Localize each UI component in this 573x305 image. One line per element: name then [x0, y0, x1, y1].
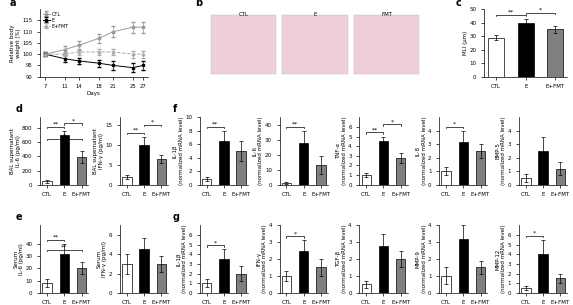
Bar: [202, 179, 211, 185]
Bar: [237, 151, 246, 185]
Text: b: b: [195, 0, 203, 8]
Bar: [316, 165, 325, 185]
Y-axis label: BAL supernatant
IL-6 (pg/ml): BAL supernatant IL-6 (pg/ml): [10, 128, 21, 174]
Bar: [379, 246, 388, 293]
Bar: [219, 259, 229, 293]
Bar: [219, 141, 229, 185]
Text: FMT: FMT: [382, 12, 393, 17]
Bar: [488, 38, 504, 77]
Bar: [122, 264, 132, 293]
Bar: [282, 183, 291, 185]
Bar: [299, 251, 308, 293]
Bar: [60, 253, 69, 293]
Text: **: **: [53, 235, 59, 239]
FancyBboxPatch shape: [354, 15, 419, 74]
Text: **: **: [292, 121, 298, 127]
Y-axis label: MLI (μm): MLI (μm): [463, 31, 468, 55]
Bar: [139, 249, 149, 293]
Y-axis label: TGF-β
(normalized mRNA level): TGF-β (normalized mRNA level): [336, 225, 347, 293]
Bar: [237, 274, 246, 293]
Bar: [60, 135, 69, 185]
Y-axis label: MMP-12
(normalized mRNA level): MMP-12 (normalized mRNA level): [496, 225, 507, 293]
Y-axis label: BAL supernatant
IFN-γ (pg/ml): BAL supernatant IFN-γ (pg/ml): [93, 128, 104, 174]
Text: *: *: [214, 240, 217, 245]
Bar: [458, 142, 468, 185]
Bar: [156, 264, 166, 293]
Y-axis label: Serum
IFN-γ (pg/ml): Serum IFN-γ (pg/ml): [97, 241, 107, 277]
Y-axis label: IFN-γ
(normalized mRNA level): IFN-γ (normalized mRNA level): [256, 225, 267, 293]
Bar: [282, 276, 291, 293]
Text: E: E: [314, 12, 317, 17]
Bar: [476, 267, 485, 293]
Text: *: *: [72, 118, 74, 123]
Y-axis label: IL-1β
(normalized mRNA level): IL-1β (normalized mRNA level): [176, 225, 187, 293]
Y-axis label: MMP-9
(normalized mRNA level): MMP-9 (normalized mRNA level): [416, 225, 426, 293]
Y-axis label: Serum
IL-6 (pg/ml): Serum IL-6 (pg/ml): [13, 243, 24, 275]
Bar: [517, 23, 534, 77]
Text: a: a: [10, 0, 17, 8]
Text: **: **: [132, 128, 139, 133]
Bar: [77, 268, 87, 293]
Bar: [476, 151, 485, 185]
Y-axis label: Relative body
weight (%): Relative body weight (%): [10, 24, 21, 62]
Y-axis label: IL-8
(normalized mRNA level): IL-8 (normalized mRNA level): [416, 117, 426, 185]
Bar: [521, 178, 531, 185]
X-axis label: Days: Days: [87, 91, 101, 96]
Text: *: *: [533, 231, 536, 235]
Bar: [362, 175, 371, 185]
Bar: [379, 141, 388, 185]
Bar: [458, 239, 468, 293]
Y-axis label: IL-6
(normalized mRNA level): IL-6 (normalized mRNA level): [253, 117, 264, 185]
FancyBboxPatch shape: [210, 15, 276, 74]
FancyBboxPatch shape: [282, 15, 348, 74]
Bar: [42, 283, 52, 293]
Bar: [547, 29, 563, 77]
Text: CTL: CTL: [239, 12, 249, 17]
Text: *: *: [293, 231, 297, 236]
Bar: [122, 177, 132, 185]
Y-axis label: IL-1β
(normalized mRNA level): IL-1β (normalized mRNA level): [173, 117, 184, 185]
Text: **: **: [61, 245, 68, 250]
Text: f: f: [173, 104, 178, 114]
Bar: [77, 157, 87, 185]
Text: **: **: [508, 10, 514, 15]
Text: *: *: [151, 120, 154, 125]
Text: **: **: [212, 121, 218, 127]
Bar: [396, 158, 406, 185]
Text: *: *: [62, 134, 66, 139]
Text: c: c: [455, 0, 461, 8]
Bar: [139, 145, 149, 185]
Bar: [521, 288, 531, 293]
Y-axis label: BMP-5
(normalized mRNA level): BMP-5 (normalized mRNA level): [496, 117, 507, 185]
Bar: [539, 151, 548, 185]
Bar: [539, 254, 548, 293]
Text: d: d: [16, 104, 23, 114]
Bar: [362, 284, 371, 293]
Text: **: **: [372, 127, 378, 132]
Text: *: *: [539, 8, 542, 13]
Bar: [396, 259, 406, 293]
Text: *: *: [391, 119, 394, 124]
Bar: [316, 267, 325, 293]
Text: *: *: [453, 121, 456, 127]
Y-axis label: TNF-α
(normalized mRNA level): TNF-α (normalized mRNA level): [336, 117, 347, 185]
Bar: [42, 181, 52, 185]
Bar: [556, 278, 565, 293]
Bar: [441, 171, 451, 185]
Text: g: g: [173, 212, 180, 222]
Bar: [156, 159, 166, 185]
Text: e: e: [16, 212, 22, 222]
Text: **: **: [53, 121, 59, 127]
Legend: CTL, E, E+FMT: CTL, E, E+FMT: [42, 12, 69, 29]
Bar: [202, 283, 211, 293]
Bar: [441, 276, 451, 293]
Bar: [299, 143, 308, 185]
Bar: [556, 169, 565, 185]
